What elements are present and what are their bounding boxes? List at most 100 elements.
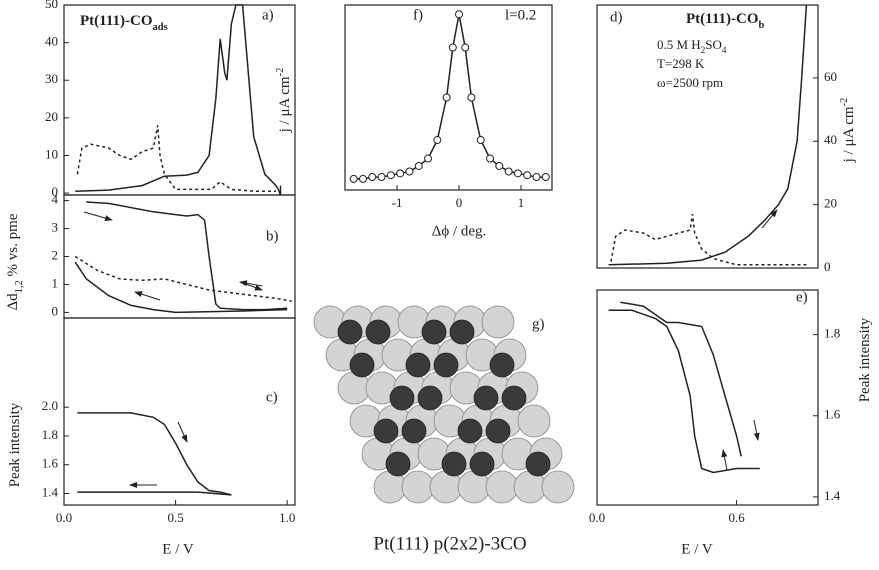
y-tick-label: 1.6 <box>824 407 841 422</box>
data-point <box>405 167 414 176</box>
y-axis-label-part: Peak intensity <box>857 317 873 402</box>
co-molecule <box>473 385 499 411</box>
pt-atom <box>401 470 435 504</box>
co-molecule <box>337 319 363 345</box>
y-tick-label: 1.4 <box>824 488 841 503</box>
data-point <box>377 173 386 182</box>
data-line <box>77 491 232 496</box>
co-molecule <box>365 319 391 345</box>
y-tick-label: 50 <box>45 0 58 11</box>
data-point <box>495 161 504 170</box>
x-tick-label: 0.0 <box>56 510 72 525</box>
y-tick-label: 1.8 <box>824 326 840 341</box>
co-molecule <box>385 451 411 477</box>
y-axis-label: j / μA cm-2 <box>839 98 858 164</box>
panel-label: a) <box>262 7 274 23</box>
co-molecule <box>401 418 427 444</box>
co-molecule <box>349 352 375 378</box>
annotation: l=0.2 <box>505 7 536 23</box>
y-tick-label: 1 <box>52 275 59 290</box>
data-point <box>396 169 405 178</box>
series-group <box>349 10 550 183</box>
co-molecule <box>441 451 467 477</box>
data-point <box>448 43 457 52</box>
series-group <box>77 412 232 496</box>
x-tick-label: 0.0 <box>589 510 605 525</box>
co-molecule <box>389 385 415 411</box>
y-tick-label: 1.8 <box>42 427 58 442</box>
data-point <box>504 167 513 176</box>
x-tick-label: -1 <box>392 195 403 210</box>
y-tick-label: 20 <box>45 109 58 124</box>
y-tick-label: 30 <box>45 71 58 86</box>
note: ω=2500 rpm <box>657 75 723 90</box>
series-group <box>74 201 292 314</box>
data-point <box>386 171 395 180</box>
x-axis-label: E / V <box>162 541 194 557</box>
co-molecule <box>501 385 527 411</box>
series-group <box>75 4 282 196</box>
panel-title-part: b <box>759 20 765 31</box>
x-tick-label: 1.0 <box>279 510 295 525</box>
co-molecule <box>485 418 511 444</box>
co-molecule <box>405 352 431 378</box>
data-point <box>541 173 550 182</box>
panel-title: Pt(111)-COads <box>80 13 168 32</box>
series-group <box>608 4 808 266</box>
data-point <box>349 174 358 183</box>
panel-label: f) <box>413 7 423 23</box>
x-tick-label: 0.6 <box>728 510 745 525</box>
data-line <box>608 309 760 474</box>
plot-frame <box>63 194 296 319</box>
y-tick-label: 40 <box>824 132 837 147</box>
co-molecule <box>373 418 399 444</box>
plot-frame <box>596 289 819 506</box>
y-axis-label: Peak intensity <box>857 317 873 402</box>
data-point <box>513 169 522 178</box>
data-line <box>77 412 232 496</box>
series-group <box>608 301 760 474</box>
data-line <box>620 301 742 457</box>
y-axis-label-part: j / μA cm <box>277 76 293 133</box>
data-point <box>414 161 423 170</box>
co-molecule <box>469 451 495 477</box>
panel-title-part: Pt(111)-CO <box>80 13 153 29</box>
data-line <box>74 261 288 314</box>
y-axis-label: Δd1,2 % vs. pme <box>5 213 24 310</box>
co-molecule <box>525 451 551 477</box>
panel-label: b) <box>266 228 279 244</box>
x-axis-label: Δϕ / deg. <box>432 223 487 239</box>
co-molecule <box>421 319 447 345</box>
data-line <box>75 4 282 196</box>
plot-frame <box>63 317 296 506</box>
y-axis-label: j / μA cm-2 <box>275 68 294 134</box>
y-tick-label: 0 <box>52 303 59 318</box>
data-line <box>86 201 288 311</box>
panel-title-part: ads <box>153 22 168 33</box>
note: 0.5 M H2SO4 <box>657 37 727 55</box>
panel-title-part: Pt(111)-CO <box>686 11 759 27</box>
y-tick-label: 0 <box>824 259 831 274</box>
y-axis-label-part: Peak intensity <box>7 402 23 487</box>
panel-label: d) <box>610 9 623 25</box>
co-molecule <box>457 418 483 444</box>
note-part: 2 <box>701 45 706 55</box>
data-point <box>368 173 377 182</box>
y-tick-label: 1.6 <box>42 456 59 471</box>
y-tick-label: 0 <box>52 184 59 199</box>
plot-frame <box>596 4 819 269</box>
y-tick-label: 2 <box>52 247 59 262</box>
x-axis-label: E / V <box>681 541 713 557</box>
co-molecule <box>449 319 475 345</box>
data-point <box>523 171 532 180</box>
data-point <box>433 136 442 145</box>
y-tick-label: 60 <box>824 69 837 84</box>
data-line <box>76 125 276 192</box>
panel-title: Pt(111)-COb <box>686 11 765 30</box>
pt-atom <box>481 305 515 339</box>
pt-atom <box>517 404 551 438</box>
y-axis-label-part: -2 <box>839 98 850 107</box>
y-tick-label: 4 <box>52 192 59 207</box>
y-axis-label-part: j / μA cm <box>841 106 857 163</box>
